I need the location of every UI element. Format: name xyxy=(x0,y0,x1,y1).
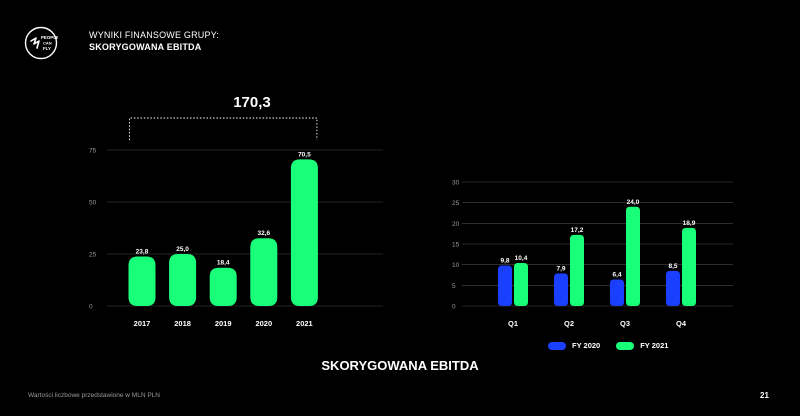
x-tick-Q3: Q3 xyxy=(620,319,630,328)
x-tick-2017: 2017 xyxy=(134,319,151,328)
y-tick-right: 30 xyxy=(452,180,460,187)
legend-item-fy2021: FY 2021 xyxy=(616,341,668,350)
y-tick-left: 50 xyxy=(89,200,97,207)
data-label-Q1-fy2021: 10,4 xyxy=(515,255,528,262)
data-label-2021: 70,5 xyxy=(298,151,311,158)
data-label-2017: 23,8 xyxy=(136,248,149,255)
bar-Q1-fy2020 xyxy=(498,265,512,306)
header-line1: WYNIKI FINANSOWE GRUPY: xyxy=(89,30,220,40)
legend-swatch-fy2020 xyxy=(548,341,566,350)
svg-text:FLY: FLY xyxy=(43,46,51,51)
bar-Q4-fy2021 xyxy=(682,227,696,306)
y-tick-right: 10 xyxy=(452,262,460,269)
bar-2017 xyxy=(128,256,156,306)
header-line2: SKORYGOWANA EBITDA xyxy=(89,42,202,52)
svg-text:CAN: CAN xyxy=(43,41,52,46)
y-tick-left: 75 xyxy=(89,148,97,155)
company-logo-icon: PEOPLE CAN FLY xyxy=(24,26,58,60)
y-tick-right: 0 xyxy=(452,304,456,311)
data-label-2018: 25,0 xyxy=(176,246,189,253)
sum-bracket xyxy=(129,117,318,140)
footnote: Wartości liczbowe przedstawione w MLN PL… xyxy=(28,392,160,399)
x-tick-Q2: Q2 xyxy=(564,319,574,328)
page-number: 21 xyxy=(760,391,769,400)
y-tick-right: 20 xyxy=(452,221,460,228)
bottom-title: SKORYGOWANA EBITDA xyxy=(321,358,479,373)
bar-2019 xyxy=(209,267,237,306)
legend-label-fy2021: FY 2021 xyxy=(640,341,669,350)
bar-Q3-fy2021 xyxy=(626,206,640,306)
bar-2018 xyxy=(169,254,197,306)
legend-swatch-fy2021 xyxy=(616,341,635,350)
data-label-Q4-fy2020: 8,5 xyxy=(668,263,677,270)
page-header: WYNIKI FINANSOWE GRUPY: SKORYGOWANA EBIT… xyxy=(89,29,219,53)
bar-2021 xyxy=(290,159,318,306)
bar-Q2-fy2020 xyxy=(554,273,568,306)
x-tick-2019: 2019 xyxy=(215,319,232,328)
bar-Q4-fy2020 xyxy=(666,270,680,306)
legend: FY 2020 FY 2021 xyxy=(548,341,668,350)
data-label-Q1-fy2020: 9,8 xyxy=(500,257,509,264)
bar-Q3-fy2020 xyxy=(610,279,624,306)
bar-Q2-fy2021 xyxy=(570,234,584,306)
y-tick-right: 25 xyxy=(452,200,460,207)
bar-2020 xyxy=(250,238,278,306)
total-sum-label: 170,3 xyxy=(233,94,271,111)
data-label-Q3-fy2021: 24,0 xyxy=(627,199,640,206)
data-label-2019: 18,4 xyxy=(217,260,230,267)
data-label-2020: 32,6 xyxy=(257,230,270,237)
svg-text:PEOPLE: PEOPLE xyxy=(41,35,58,40)
data-label-Q3-fy2020: 6,4 xyxy=(612,272,621,279)
x-tick-2021: 2021 xyxy=(296,319,313,328)
data-label-Q2-fy2021: 17,2 xyxy=(571,227,584,234)
y-tick-right: 15 xyxy=(452,242,460,249)
y-tick-left: 0 xyxy=(89,304,93,311)
x-tick-2018: 2018 xyxy=(174,319,191,328)
legend-label-fy2020: FY 2020 xyxy=(572,341,601,350)
y-tick-left: 25 xyxy=(89,252,97,259)
legend-item-fy2020: FY 2020 xyxy=(548,341,600,350)
x-tick-2020: 2020 xyxy=(255,319,272,328)
bar-Q1-fy2021 xyxy=(514,263,528,306)
y-tick-right: 5 xyxy=(452,283,456,290)
x-tick-Q4: Q4 xyxy=(676,319,687,328)
x-tick-Q1: Q1 xyxy=(508,319,518,328)
data-label-Q2-fy2020: 7,9 xyxy=(556,265,565,272)
data-label-Q4-fy2021: 18,9 xyxy=(683,220,696,227)
